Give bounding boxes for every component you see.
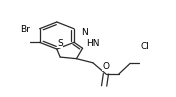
Text: S: S bbox=[57, 39, 63, 48]
Text: N: N bbox=[81, 28, 88, 37]
Text: O: O bbox=[102, 62, 109, 71]
Text: Cl: Cl bbox=[140, 42, 149, 51]
Text: Br: Br bbox=[20, 25, 30, 34]
Text: HN: HN bbox=[86, 39, 100, 48]
